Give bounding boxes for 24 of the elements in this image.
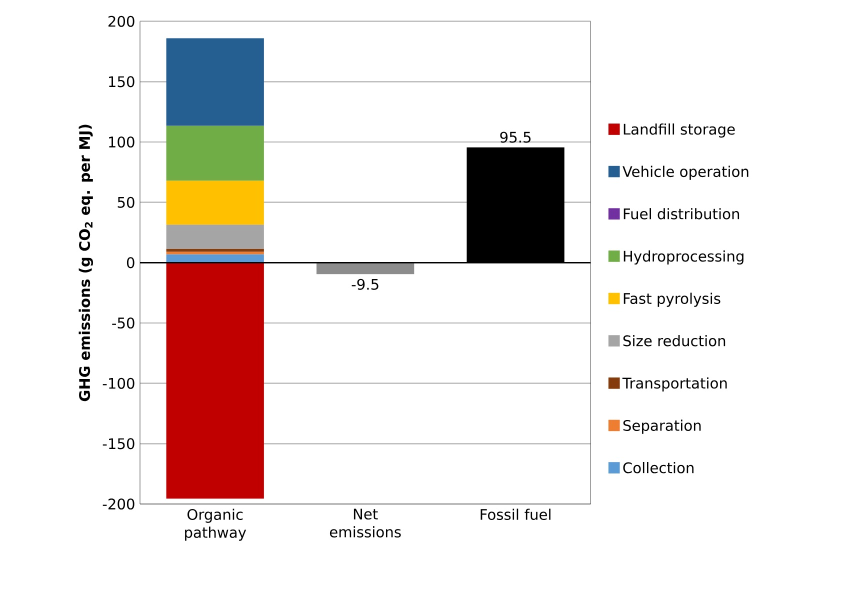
y-tick-label: -50 — [112, 317, 134, 329]
y-tick-label: -200 — [102, 498, 134, 510]
y-axis-title: GHG emissions (g CO$_{2}$ eq. per MJ) — [78, 124, 94, 402]
legend-label: Landfill storage — [624, 123, 735, 138]
y-tick-label: 150 — [109, 76, 134, 88]
y-tick-label: 100 — [109, 136, 134, 148]
data-label: 95.5 — [500, 132, 531, 143]
x-tick-label: Net emissions — [330, 508, 401, 538]
y-tick-label: -150 — [102, 438, 134, 450]
legend-label: Transportation — [622, 377, 727, 392]
legend-label: Size reduction — [623, 335, 726, 346]
legend-label: Fuel distribution — [624, 208, 740, 220]
x-tick-label: Organic pathway — [185, 508, 246, 541]
legend-label: Vehicle operation — [622, 166, 748, 180]
y-tick-label: 200 — [108, 16, 134, 27]
legend-label: Hydroprocessing — [624, 250, 744, 265]
legend-label: Separation — [623, 420, 701, 434]
x-tick-label: Fossil fuel — [480, 508, 550, 520]
legend-label: Collection — [623, 462, 694, 474]
y-tick-label: 50 — [118, 196, 134, 208]
y-tick-label: -100 — [102, 378, 134, 389]
data-label: -9.5 — [352, 278, 378, 290]
y-tick-label: 0 — [126, 257, 134, 268]
legend-label: Fast pyrolysis — [624, 292, 720, 307]
